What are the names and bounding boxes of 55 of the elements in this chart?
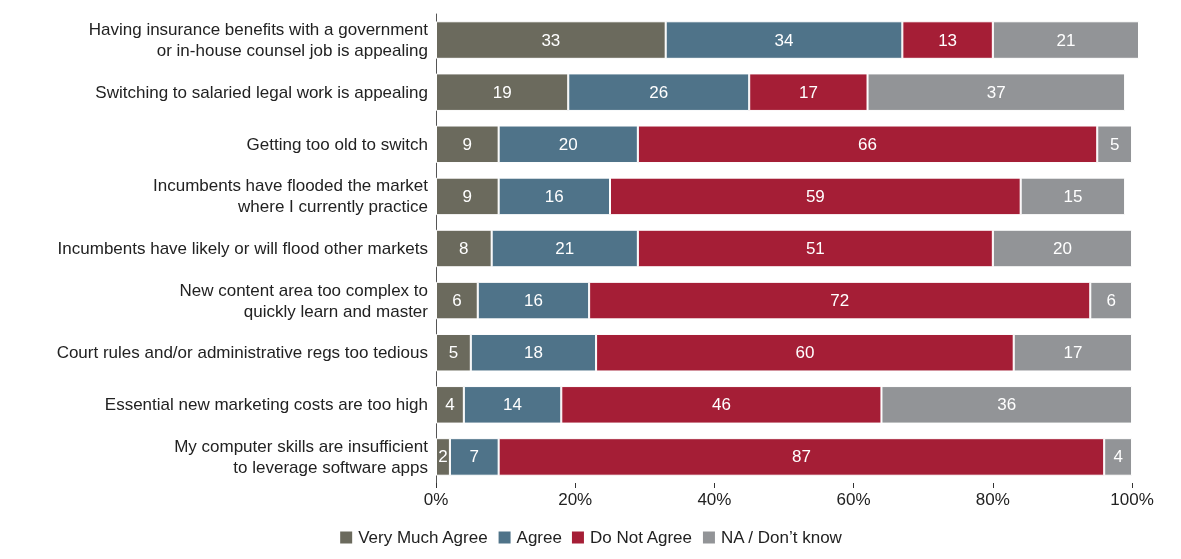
y-tick-label: Incumbents have likely or will flood other markets: [57, 239, 428, 258]
data-label: 87: [791, 447, 811, 467]
data-label: 20: [558, 134, 578, 154]
data-label: 34: [774, 30, 794, 50]
data-label: 14: [503, 395, 523, 415]
data-label: 21: [1056, 30, 1076, 50]
data-label: 5: [448, 343, 459, 363]
data-label: 2: [438, 447, 448, 467]
data-label: 46: [711, 395, 731, 415]
y-tick-label: Getting too old to switch: [246, 134, 428, 154]
data-label: 16: [544, 186, 564, 206]
data-label: 15: [1063, 186, 1083, 206]
data-label: 18: [523, 343, 543, 363]
y-tick-label: Essential new marketing costs are too high: [104, 395, 428, 415]
data-label: 9: [462, 186, 473, 206]
data-label: 59: [805, 186, 825, 206]
y-tick-label: Court rules and/or administrative regs too tedious: [56, 343, 428, 363]
y-tick-label: Having insurance benefits with a government or in-house counsel job is appealing: [88, 20, 429, 61]
data-label: 33: [541, 30, 561, 50]
data-label: 8: [459, 239, 469, 258]
x-tick-label: 100%: [1110, 490, 1154, 509]
data-label: 66: [858, 134, 878, 154]
legend-label: Agree: [516, 528, 562, 547]
x-tick-label: 40%: [697, 490, 732, 509]
y-tick-label: Switching to salaried legal work is appealing: [95, 82, 428, 102]
data-label: 17: [1063, 343, 1083, 363]
legend-label: NA / Don’t know: [720, 528, 843, 547]
y-tick-label: New content area too complex to quickly learn and master: [179, 280, 429, 321]
x-tick-label: 80%: [975, 490, 1010, 509]
legend-label: Very Much Agree: [358, 528, 488, 547]
data-label: 51: [805, 239, 825, 258]
data-label: 60: [795, 343, 815, 363]
data-label: 26: [649, 82, 669, 102]
data-label: 20: [1052, 239, 1072, 258]
data-label: 36: [997, 395, 1017, 415]
data-label: 19: [492, 82, 512, 102]
legend-label: Do Not Agree: [589, 528, 692, 547]
data-label: 16: [523, 291, 543, 311]
x-tick-label: 0%: [423, 490, 449, 509]
y-tick-label: Incumbents have flooded the market where I currently practice: [153, 176, 429, 217]
data-label: 9: [462, 134, 473, 154]
data-label: 21: [555, 239, 575, 258]
x-tick-label: 60%: [836, 490, 871, 509]
data-label: 17: [798, 82, 818, 102]
data-label: 13: [938, 30, 958, 50]
y-tick-label: My computer skills are insufficient to leverage software apps: [174, 436, 429, 477]
x-tick-label: 20%: [558, 490, 593, 509]
data-label: 72: [830, 291, 850, 311]
data-label: 5: [1109, 134, 1120, 154]
data-label: 37: [986, 82, 1006, 102]
data-label: 6: [1106, 291, 1116, 311]
data-label: 6: [452, 291, 462, 311]
data-label: 4: [445, 395, 455, 415]
data-label: 7: [469, 447, 480, 467]
data-label: 4: [1113, 447, 1123, 467]
